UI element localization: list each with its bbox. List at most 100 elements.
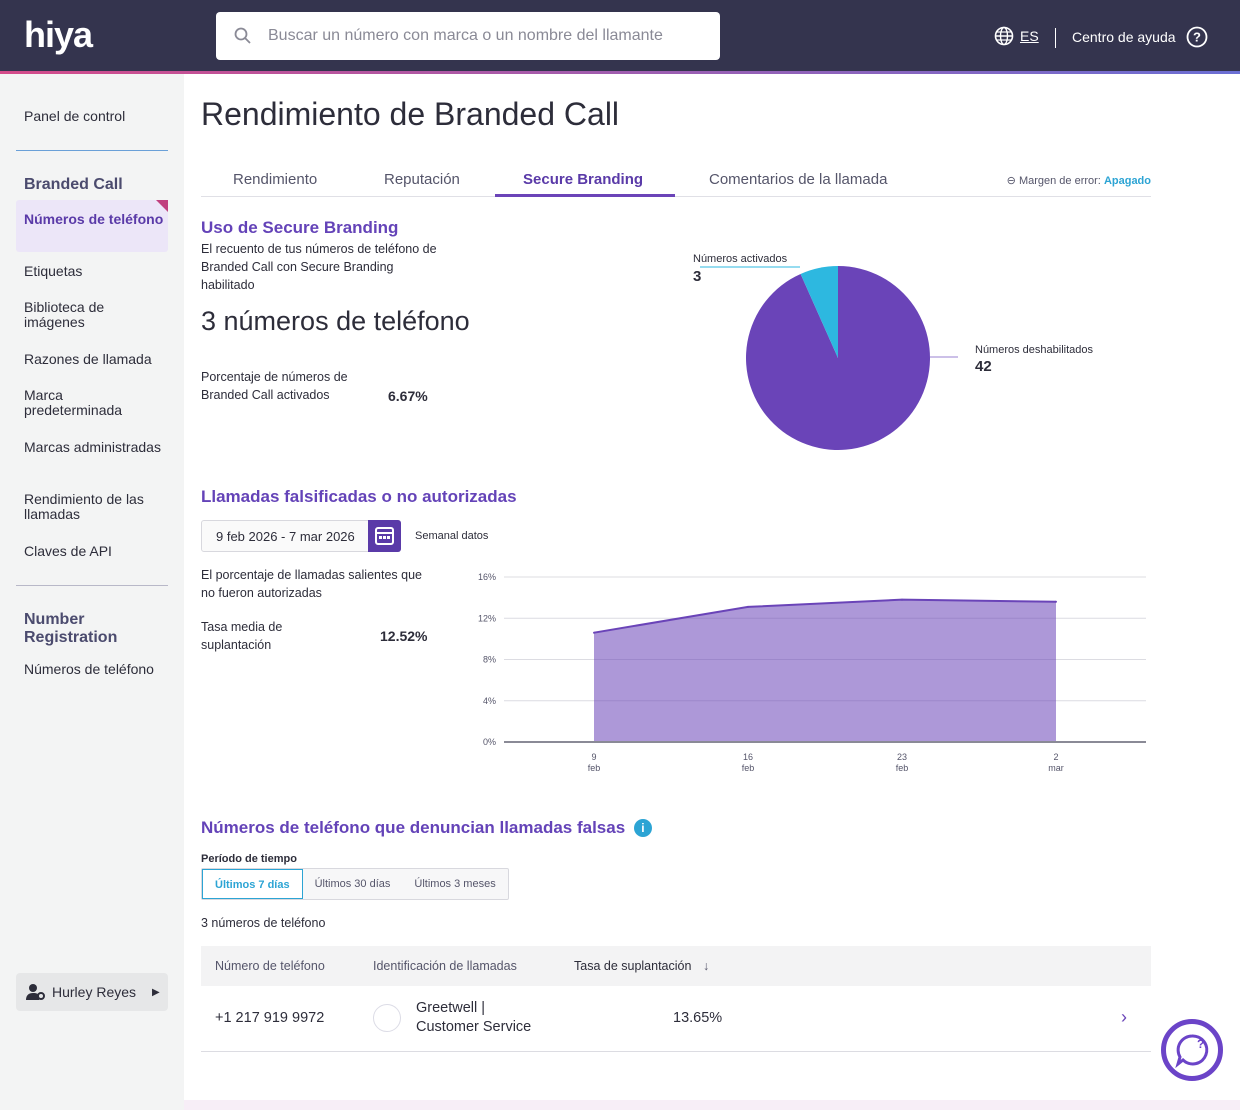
sidebar-item-dashboard[interactable]: Panel de control [24, 108, 126, 124]
caller-image-placeholder-icon [373, 1004, 401, 1032]
user-menu[interactable]: Hurley Reyes ▶ [16, 973, 168, 1011]
globe-icon [994, 26, 1014, 46]
tab-reputation[interactable]: Reputación [384, 171, 460, 188]
help-center-link[interactable]: Centro de ayuda ? [1072, 26, 1208, 48]
spoof-rate: 13.65% [673, 1010, 723, 1026]
sidebar-item-image-library[interactable]: Biblioteca de imágenes [24, 299, 105, 330]
report-count: 3 números de teléfono [201, 916, 326, 930]
language-code: ES [1020, 28, 1039, 44]
error-margin-toggle[interactable]: ⊖ Margen de error: Apagado [1007, 174, 1151, 187]
help-icon: ? [1186, 26, 1207, 48]
y-tick-label: 16% [478, 572, 496, 582]
calendar-button[interactable] [368, 520, 401, 552]
chat-help-icon: ? [1175, 1034, 1209, 1069]
divider [16, 150, 168, 151]
pie-label-activated: Números activados [693, 253, 788, 265]
user-name: Hurley Reyes [52, 984, 137, 1000]
x-tick-label: mar [1048, 763, 1064, 773]
caret-right-icon: ▶ [152, 986, 160, 998]
usage-count: 3 números de teléfono [201, 306, 470, 336]
column-phone[interactable]: Número de teléfono [215, 959, 325, 973]
pie-slice-activated [800, 266, 838, 358]
search-input[interactable]: Buscar un número con marca o un nombre d… [216, 12, 720, 60]
error-margin-label: Margen de error: [1018, 175, 1101, 187]
section-title-usage: Uso de Secure Branding [201, 218, 399, 237]
sidebar-item-registration-numbers[interactable]: Números de teléfono [24, 661, 154, 677]
page-title: Rendimiento de Branded Call [201, 96, 620, 132]
svg-text:?: ? [1193, 30, 1201, 45]
sidebar: Panel de control Branded Call Números de… [0, 74, 184, 1110]
x-tick-label: feb [742, 763, 755, 773]
chevron-right-icon[interactable]: › [1121, 1007, 1127, 1027]
column-spoof-rate[interactable]: Tasa de suplantación [574, 959, 692, 973]
x-tick-label: 9 [591, 752, 596, 762]
search-icon [234, 27, 251, 44]
period-3-months[interactable]: Últimos 3 meses [414, 878, 496, 890]
search-placeholder: Buscar un número con marca o un nombre d… [268, 27, 663, 44]
data-point [593, 631, 595, 634]
report-title: Números de teléfono que denuncian llamad… [201, 818, 626, 837]
y-tick-label: 0% [483, 737, 496, 747]
y-tick-label: 12% [478, 613, 496, 623]
pie-value-disabled: 42 [975, 358, 992, 375]
table-header: Número de teléfono Identificación de lla… [201, 946, 1151, 986]
data-point [901, 598, 903, 601]
sidebar-item-label: Números de teléfono [24, 211, 164, 227]
sidebar-item-default-brand[interactable]: Marca predeterminada [24, 387, 123, 418]
sidebar-item-call-performance[interactable]: Rendimiento de las llamadas [24, 491, 144, 522]
chat-help-button[interactable]: ? [1161, 1019, 1223, 1081]
series-line [593, 598, 1057, 634]
spoofed-description: El porcentaje de llamadas salientes que … [201, 568, 422, 600]
tab-bar: Rendimiento Reputación Secure Branding C… [201, 166, 1151, 197]
period-selector: Últimos 7 días Últimos 30 días Últimos 3… [201, 868, 509, 900]
x-tick-label: 2 [1053, 752, 1058, 762]
date-range-picker[interactable]: 9 feb 2026 - 7 mar 2026 [201, 520, 401, 552]
activated-percentage-value: 6.67% [388, 388, 428, 404]
language-selector[interactable]: ES [994, 26, 1039, 46]
table-row[interactable]: +1 217 919 9972 Greetwell | Customer Ser… [201, 986, 1151, 1052]
info-icon[interactable]: i [633, 819, 652, 837]
sidebar-item-phone-numbers[interactable]: Números de teléfono [16, 200, 168, 252]
hiya-logo[interactable]: hiya [24, 14, 93, 55]
x-tick-label: 16 [743, 752, 753, 762]
pie-chart [700, 266, 958, 450]
top-bar: hiya Buscar un número con marca o un nom… [0, 0, 1240, 74]
column-caller-id[interactable]: Identificación de llamadas [373, 959, 517, 973]
sidebar-item-call-reasons[interactable]: Razones de llamada [24, 351, 152, 367]
period-label: Período de tiempo [201, 853, 297, 865]
sidebar-section-branded-call: Branded Call [24, 176, 123, 193]
sidebar-item-labels[interactable]: Etiquetas [24, 263, 83, 279]
bottom-bar [184, 1100, 1240, 1110]
calendar-icon [375, 527, 394, 545]
sidebar-section-number-registration: Number Registration [24, 611, 118, 646]
data-point [1055, 600, 1057, 603]
area-fill [594, 599, 1056, 742]
divider [16, 585, 168, 586]
period-7-days[interactable]: Últimos 7 días [202, 869, 303, 899]
sidebar-item-api-keys[interactable]: Claves de API [24, 543, 112, 559]
x-tick-label: feb [896, 763, 909, 773]
tab-performance[interactable]: Rendimiento [233, 171, 318, 188]
tab-call-feedback[interactable]: Comentarios de la llamada [709, 171, 888, 188]
data-point [747, 605, 749, 608]
tab-secure-branding[interactable]: Secure Branding [523, 171, 644, 188]
sort-down-icon[interactable]: ↓ [703, 959, 710, 973]
usage-description: El recuento de tus números de teléfono d… [201, 242, 437, 292]
active-marker [156, 200, 168, 212]
average-rate-label: Tasa media de suplantación [201, 620, 283, 652]
pie-label-disabled: Números deshabilitados [975, 344, 1094, 356]
error-margin-value: Apagado [1103, 175, 1151, 187]
pie-value-activated: 3 [693, 268, 702, 285]
activated-percentage-label: Porcentaje de números de Branded Call ac… [201, 370, 348, 402]
user-settings-icon [26, 984, 45, 1000]
period-30-days[interactable]: Últimos 30 días [314, 878, 391, 890]
divider [1055, 28, 1056, 48]
svg-text:?: ? [1197, 1037, 1204, 1051]
help-label: Centro de ayuda [1072, 29, 1176, 45]
phone-number: +1 217 919 9972 [215, 1010, 325, 1026]
average-rate-value: 12.52% [380, 628, 428, 644]
x-tick-label: 23 [897, 752, 907, 762]
caller-name: Greetwell | [416, 1000, 486, 1016]
sidebar-item-managed-brands[interactable]: Marcas administradas [24, 439, 161, 455]
